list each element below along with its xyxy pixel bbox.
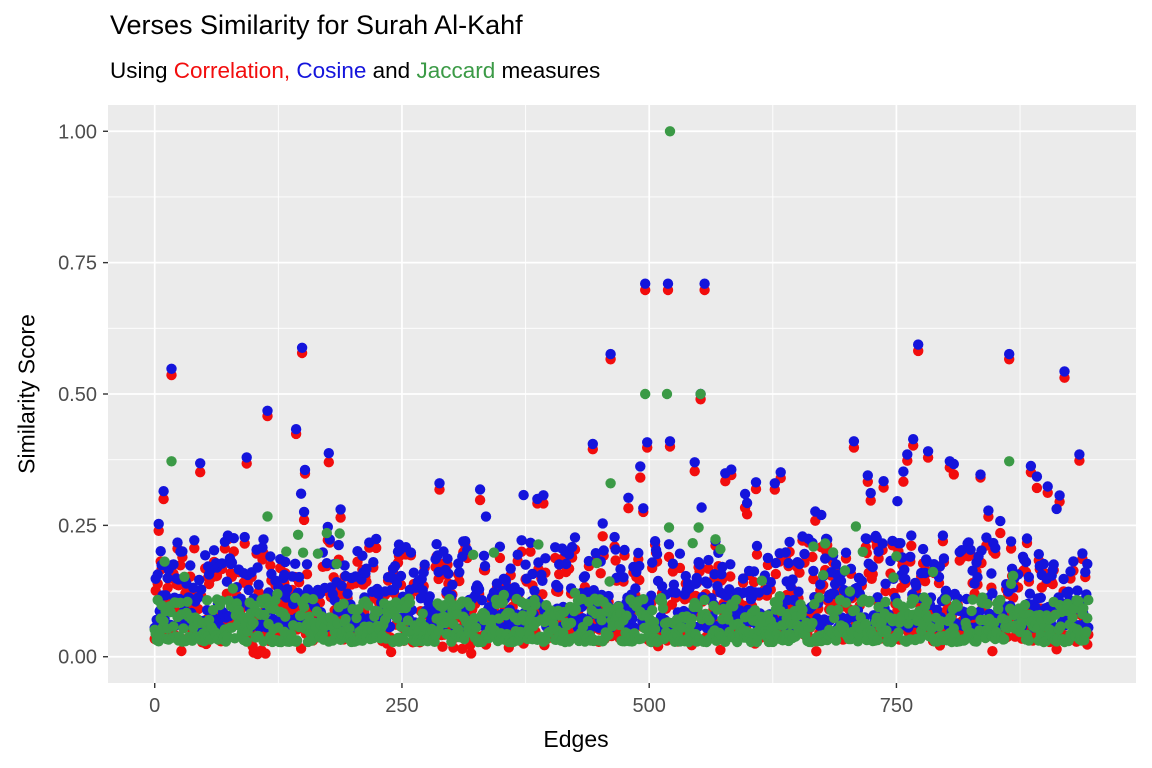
svg-text:1.00: 1.00 (58, 121, 97, 143)
svg-text:0: 0 (149, 695, 160, 717)
svg-text:500: 500 (633, 695, 666, 717)
subtitle-sep2: and (366, 58, 417, 83)
svg-text:250: 250 (385, 695, 418, 717)
x-axis-tick-labels: 0 250 500 750 (149, 695, 913, 717)
subtitle-jaccard-label: Jaccard (416, 58, 496, 83)
svg-text:0.25: 0.25 (58, 515, 97, 537)
y-axis-tick-labels: 0.00 0.25 0.50 0.75 1.00 (58, 121, 97, 668)
subtitle-prefix: Using (110, 58, 174, 83)
svg-text:750: 750 (880, 695, 913, 717)
page-subtitle: Using Correlation, Cosine and Jaccard me… (110, 58, 600, 84)
series-jaccard-points (149, 126, 1094, 648)
axis-tick-marks (103, 130, 898, 688)
svg-text:0.75: 0.75 (58, 253, 97, 275)
x-axis-title: Edges (543, 726, 609, 752)
subtitle-correlation-label: Correlation, (173, 58, 291, 83)
svg-text:0.00: 0.00 (58, 647, 97, 669)
page-title: Verses Similarity for Surah Al-Kahf (110, 10, 523, 40)
subtitle-suffix: measures (495, 58, 601, 83)
subtitle-cosine-label: Cosine (296, 58, 367, 83)
svg-text:0.50: 0.50 (58, 384, 97, 406)
y-axis-title: Similarity Score (13, 314, 40, 474)
